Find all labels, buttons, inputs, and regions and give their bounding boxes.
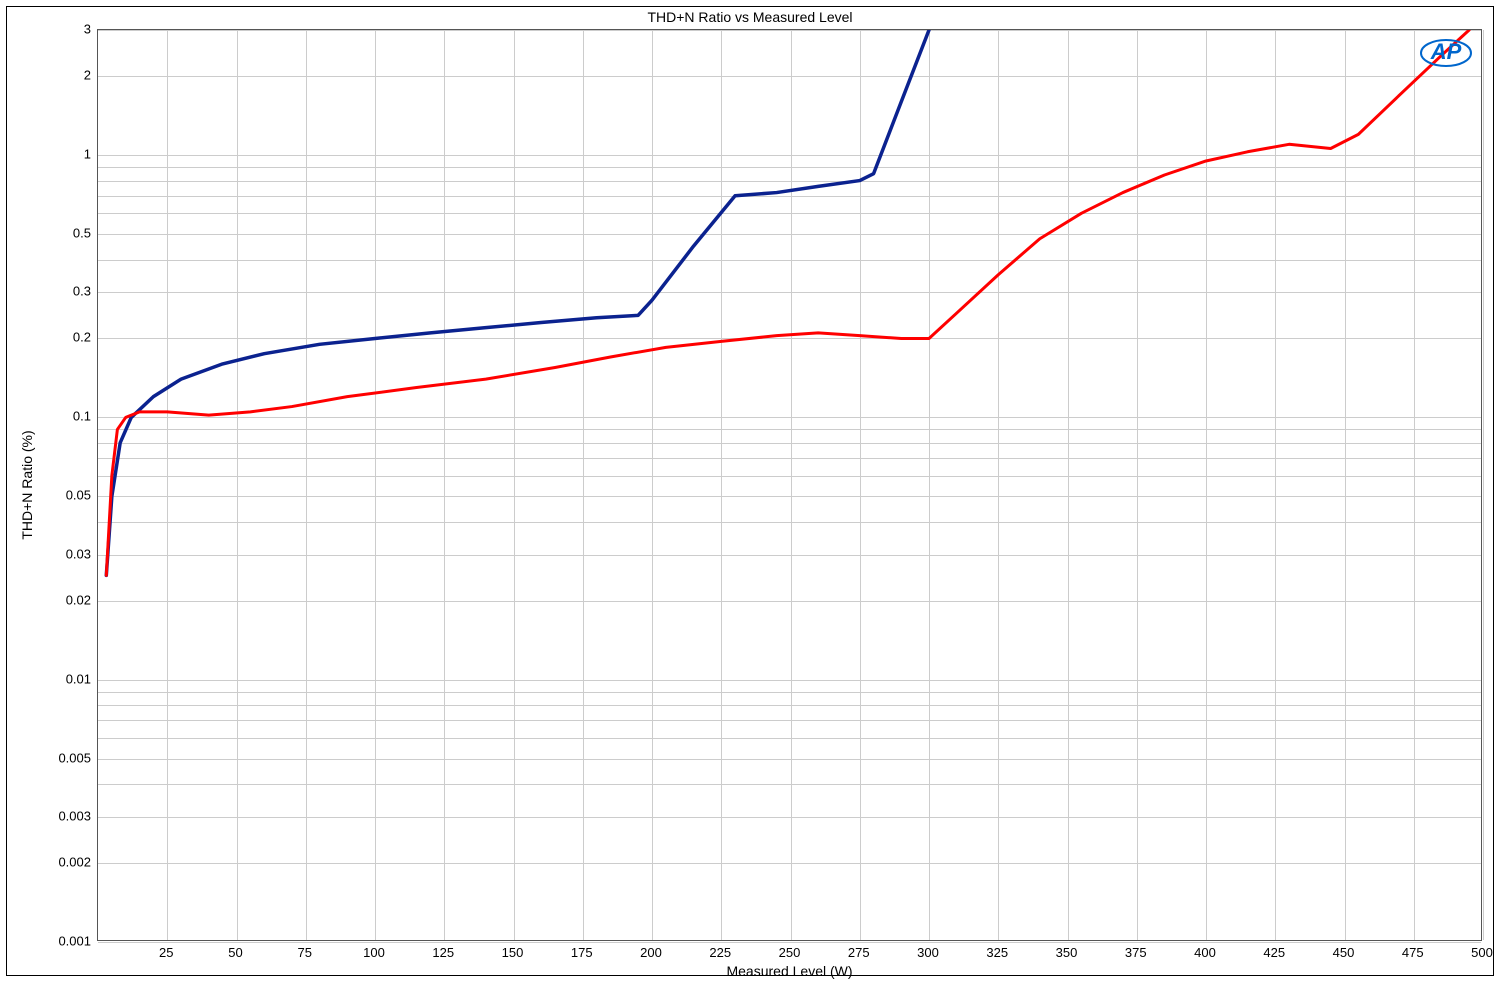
x-tick-label: 500: [1471, 945, 1493, 960]
x-tick-label: 225: [709, 945, 731, 960]
svg-text:AP: AP: [1430, 39, 1462, 64]
x-tick-label: 475: [1402, 945, 1424, 960]
x-tick-label: 150: [502, 945, 524, 960]
x-tick-label: 300: [917, 945, 939, 960]
series-blue: [106, 30, 929, 575]
x-tick-label: 175: [571, 945, 593, 960]
y-tick-label: 0.5: [73, 226, 97, 241]
x-tick-label: 75: [298, 945, 312, 960]
y-tick-label: 0.01: [66, 671, 97, 686]
x-axis-label: Measured Level (W): [726, 963, 852, 979]
y-tick-label: 2: [84, 68, 97, 83]
y-tick-label: 0.005: [58, 750, 97, 765]
series-red: [106, 30, 1469, 575]
x-tick-label: 200: [640, 945, 662, 960]
x-tick-label: 400: [1194, 945, 1216, 960]
chart-lines: [98, 30, 1483, 942]
y-tick-label: 0.2: [73, 330, 97, 345]
plot-area: AP: [97, 29, 1482, 941]
x-tick-label: 450: [1333, 945, 1355, 960]
x-tick-label: 425: [1263, 945, 1285, 960]
y-tick-label: 0.001: [58, 934, 97, 949]
x-tick-label: 125: [432, 945, 454, 960]
x-tick-label: 375: [1125, 945, 1147, 960]
y-tick-label: 0.1: [73, 409, 97, 424]
y-tick-label: 0.02: [66, 592, 97, 607]
y-tick-label: 0.003: [58, 808, 97, 823]
y-tick-label: 3: [84, 22, 97, 37]
y-axis-label: THD+N Ratio (%): [19, 430, 35, 539]
y-tick-label: 1: [84, 147, 97, 162]
chart-title: THD+N Ratio vs Measured Level: [7, 9, 1493, 25]
x-tick-label: 350: [1056, 945, 1078, 960]
x-tick-label: 50: [228, 945, 242, 960]
ap-logo: AP: [1419, 38, 1473, 73]
y-tick-label: 0.05: [66, 488, 97, 503]
x-tick-label: 100: [363, 945, 385, 960]
y-tick-label: 0.002: [58, 855, 97, 870]
grid-line-y: [98, 942, 1481, 943]
x-tick-label: 325: [986, 945, 1008, 960]
x-tick-label: 25: [159, 945, 173, 960]
chart-frame: THD+N Ratio vs Measured Level AP Measure…: [6, 6, 1494, 976]
y-tick-label: 0.03: [66, 546, 97, 561]
y-tick-label: 0.3: [73, 284, 97, 299]
grid-line-x: [1483, 30, 1484, 940]
x-tick-label: 275: [848, 945, 870, 960]
x-tick-label: 250: [779, 945, 801, 960]
